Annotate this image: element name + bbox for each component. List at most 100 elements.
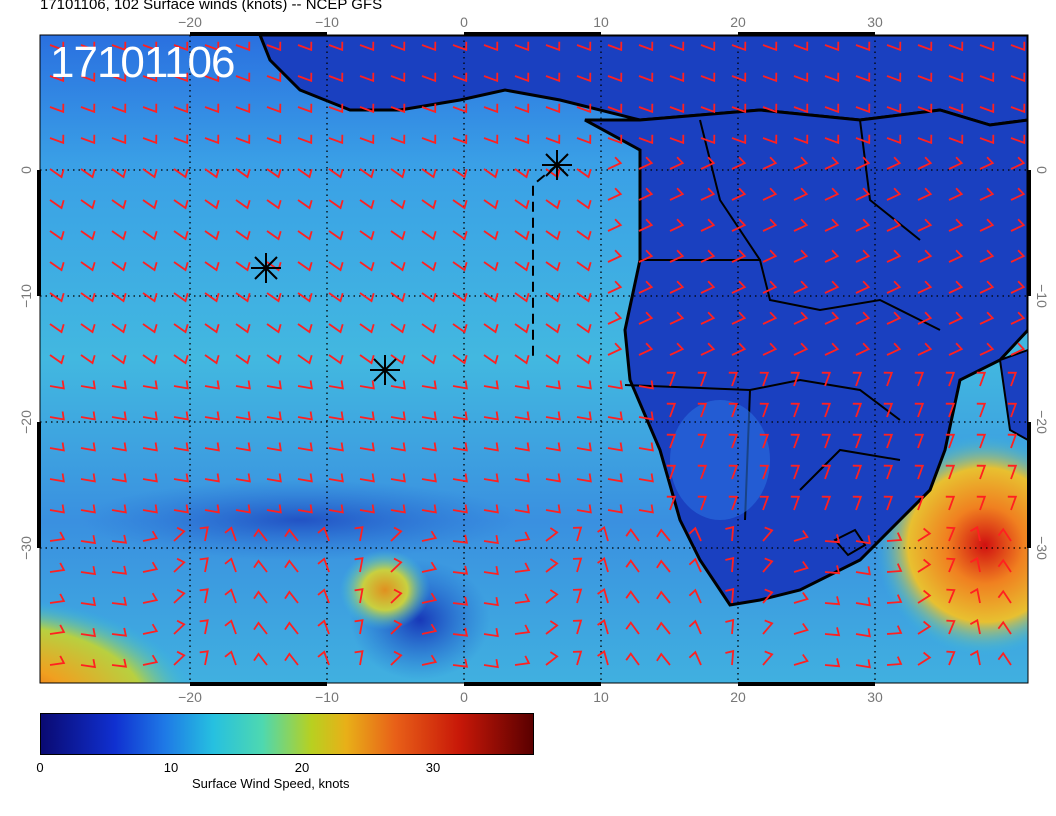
wind-barb: [545, 354, 561, 365]
lat-label: −10: [1034, 284, 1050, 308]
wind-barb: [948, 311, 964, 325]
wind-barb: [821, 495, 832, 511]
wind-barb: [545, 527, 559, 542]
wind-barb: [914, 464, 925, 480]
wind-barb: [948, 187, 964, 201]
wind-barb: [142, 530, 159, 542]
wind-barb: [390, 557, 403, 573]
wind-barb: [204, 199, 220, 210]
wind-barb: [421, 134, 437, 145]
lon-labels-bottom: −20 −10 0 10 20 30: [178, 689, 883, 705]
wind-barb: [266, 323, 282, 334]
wind-barb: [852, 495, 863, 511]
wind-barb: [452, 380, 468, 390]
wind-barb: [49, 199, 65, 210]
wind-barb: [700, 218, 716, 232]
wind-barb: [697, 464, 708, 480]
wind-barb: [421, 473, 437, 483]
wind-barb: [235, 168, 251, 179]
wind-barb: [421, 261, 437, 272]
wind-barb: [669, 342, 685, 356]
wind-barb: [625, 621, 640, 635]
wind-barb: [886, 103, 902, 114]
wind-barb: [969, 649, 981, 666]
wind-barb: [142, 442, 158, 452]
wind-barb: [297, 292, 313, 303]
wind-barb: [697, 495, 708, 511]
wind-barb: [1010, 72, 1026, 83]
wind-barb: [253, 559, 268, 573]
wind-barb: [1010, 187, 1026, 201]
wind-barb: [235, 473, 251, 483]
wind-barb: [688, 526, 702, 542]
wind-barb: [914, 402, 925, 418]
wind-barb: [173, 168, 189, 179]
wind-barb: [917, 589, 932, 604]
wind-barb: [483, 72, 499, 83]
wind-barb: [1010, 103, 1026, 114]
moderate-wind-core: [340, 550, 430, 630]
wind-barb: [979, 249, 995, 263]
wind-barb: [762, 526, 774, 542]
wind-barb: [204, 261, 220, 272]
wind-barb: [700, 103, 716, 114]
wind-barb: [354, 650, 364, 666]
wind-barb: [886, 594, 903, 604]
wind-barb: [625, 590, 640, 604]
wind-barb: [948, 342, 964, 356]
wind-barb: [452, 411, 468, 421]
wind-barb: [204, 230, 220, 241]
wind-barb: [297, 230, 313, 241]
wind-barb: [266, 168, 282, 179]
wind-barb: [111, 230, 127, 241]
wind-barb: [421, 103, 437, 114]
wind-barb: [173, 323, 189, 334]
wind-barb: [80, 411, 96, 421]
wind-barb: [793, 187, 809, 201]
wind-barb: [49, 624, 66, 635]
wind-barb: [173, 504, 189, 514]
wind-barb: [49, 103, 65, 114]
wind-barb: [421, 654, 438, 666]
wind-barb: [855, 311, 871, 325]
wind-barb: [762, 156, 778, 170]
wind-barb: [821, 371, 832, 387]
wind-barb: [49, 504, 65, 514]
wind-barb: [359, 380, 375, 390]
wind-barb: [111, 168, 127, 179]
wind-barb: [173, 650, 186, 666]
wind-barb: [266, 230, 282, 241]
wind-barb: [253, 528, 268, 542]
wind-barb: [886, 156, 902, 170]
wind-barb: [607, 473, 623, 483]
wind-barb: [852, 464, 863, 480]
wind-barb: [731, 72, 747, 83]
wind-barb: [173, 72, 189, 83]
colorbar-tick: 30: [425, 760, 441, 775]
wind-barb: [142, 103, 158, 114]
wind-barb: [656, 528, 671, 542]
wind-barb: [49, 473, 65, 483]
wind-barb: [759, 495, 770, 511]
wind-barb: [638, 411, 654, 421]
wind-barb: [328, 380, 344, 390]
wind-barb: [852, 371, 863, 387]
wind-barb: [224, 526, 237, 542]
wind-barb: [576, 442, 592, 452]
wind-barb: [824, 627, 841, 637]
wind-barb: [390, 380, 406, 390]
wind-barb: [235, 199, 251, 210]
wind-barb: [142, 654, 159, 666]
wind-barb: [235, 354, 251, 365]
wind-barb: [855, 342, 871, 356]
lat-label: 0: [18, 166, 34, 174]
wind-barb: [199, 557, 209, 573]
wind-barb: [80, 566, 97, 576]
wind-barb: [576, 411, 592, 421]
lat-lon-grid: [40, 35, 1028, 683]
wind-barb: [142, 623, 159, 635]
wind-barb: [483, 442, 499, 452]
wind-barb: [266, 292, 282, 303]
wind-barb: [759, 371, 770, 387]
wind-barb: [976, 464, 987, 480]
